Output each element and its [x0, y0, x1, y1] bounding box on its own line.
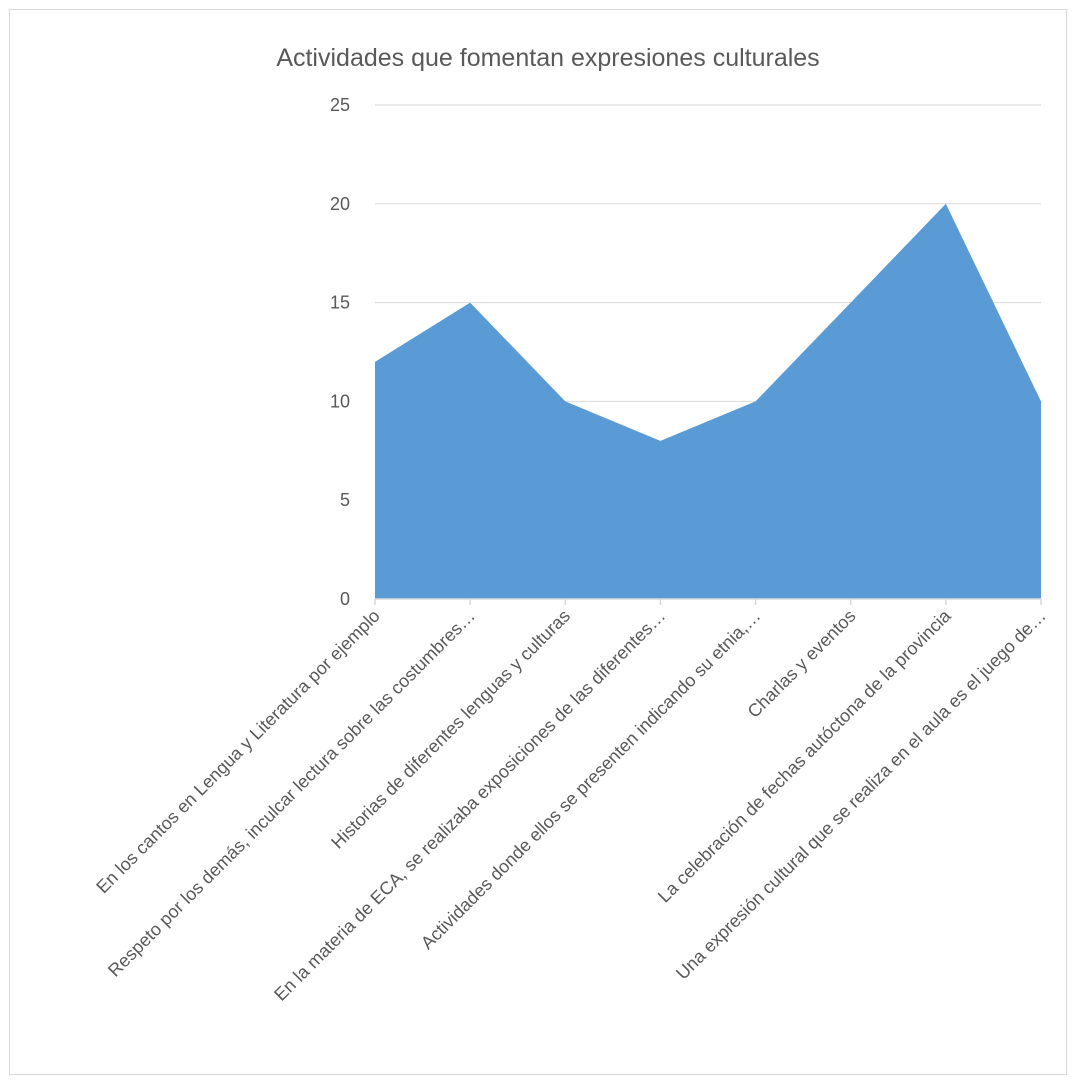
x-category-label: Respeto por los demás, inculcar lectura … — [104, 606, 479, 981]
x-axis — [374, 598, 1042, 605]
y-tick-label: 25 — [330, 95, 350, 115]
plot-area — [375, 203, 1041, 600]
y-tick-label: 5 — [340, 490, 350, 510]
y-tick-label: 10 — [330, 391, 350, 411]
chart-title: Actividades que fomentan expresiones cul… — [276, 44, 819, 72]
y-tick-label: 15 — [330, 293, 350, 313]
chart-area: Actividades que fomentan expresiones cul… — [9, 9, 1067, 1075]
area-chart: Actividades que fomentan expresiones cul… — [92, 44, 1050, 1005]
area-series — [375, 203, 1041, 600]
y-axis-tick-labels: 0 5 10 15 20 25 — [330, 95, 350, 609]
x-category-label: Actividades donde ellos se presenten ind… — [417, 606, 764, 953]
y-tick-label: 0 — [340, 589, 350, 609]
x-category-label: Una expresión cultural que se realiza en… — [672, 606, 1050, 984]
x-axis-category-labels: En los cantos en Lengua y Literatura por… — [92, 605, 1050, 1005]
y-tick-label: 20 — [330, 194, 350, 214]
